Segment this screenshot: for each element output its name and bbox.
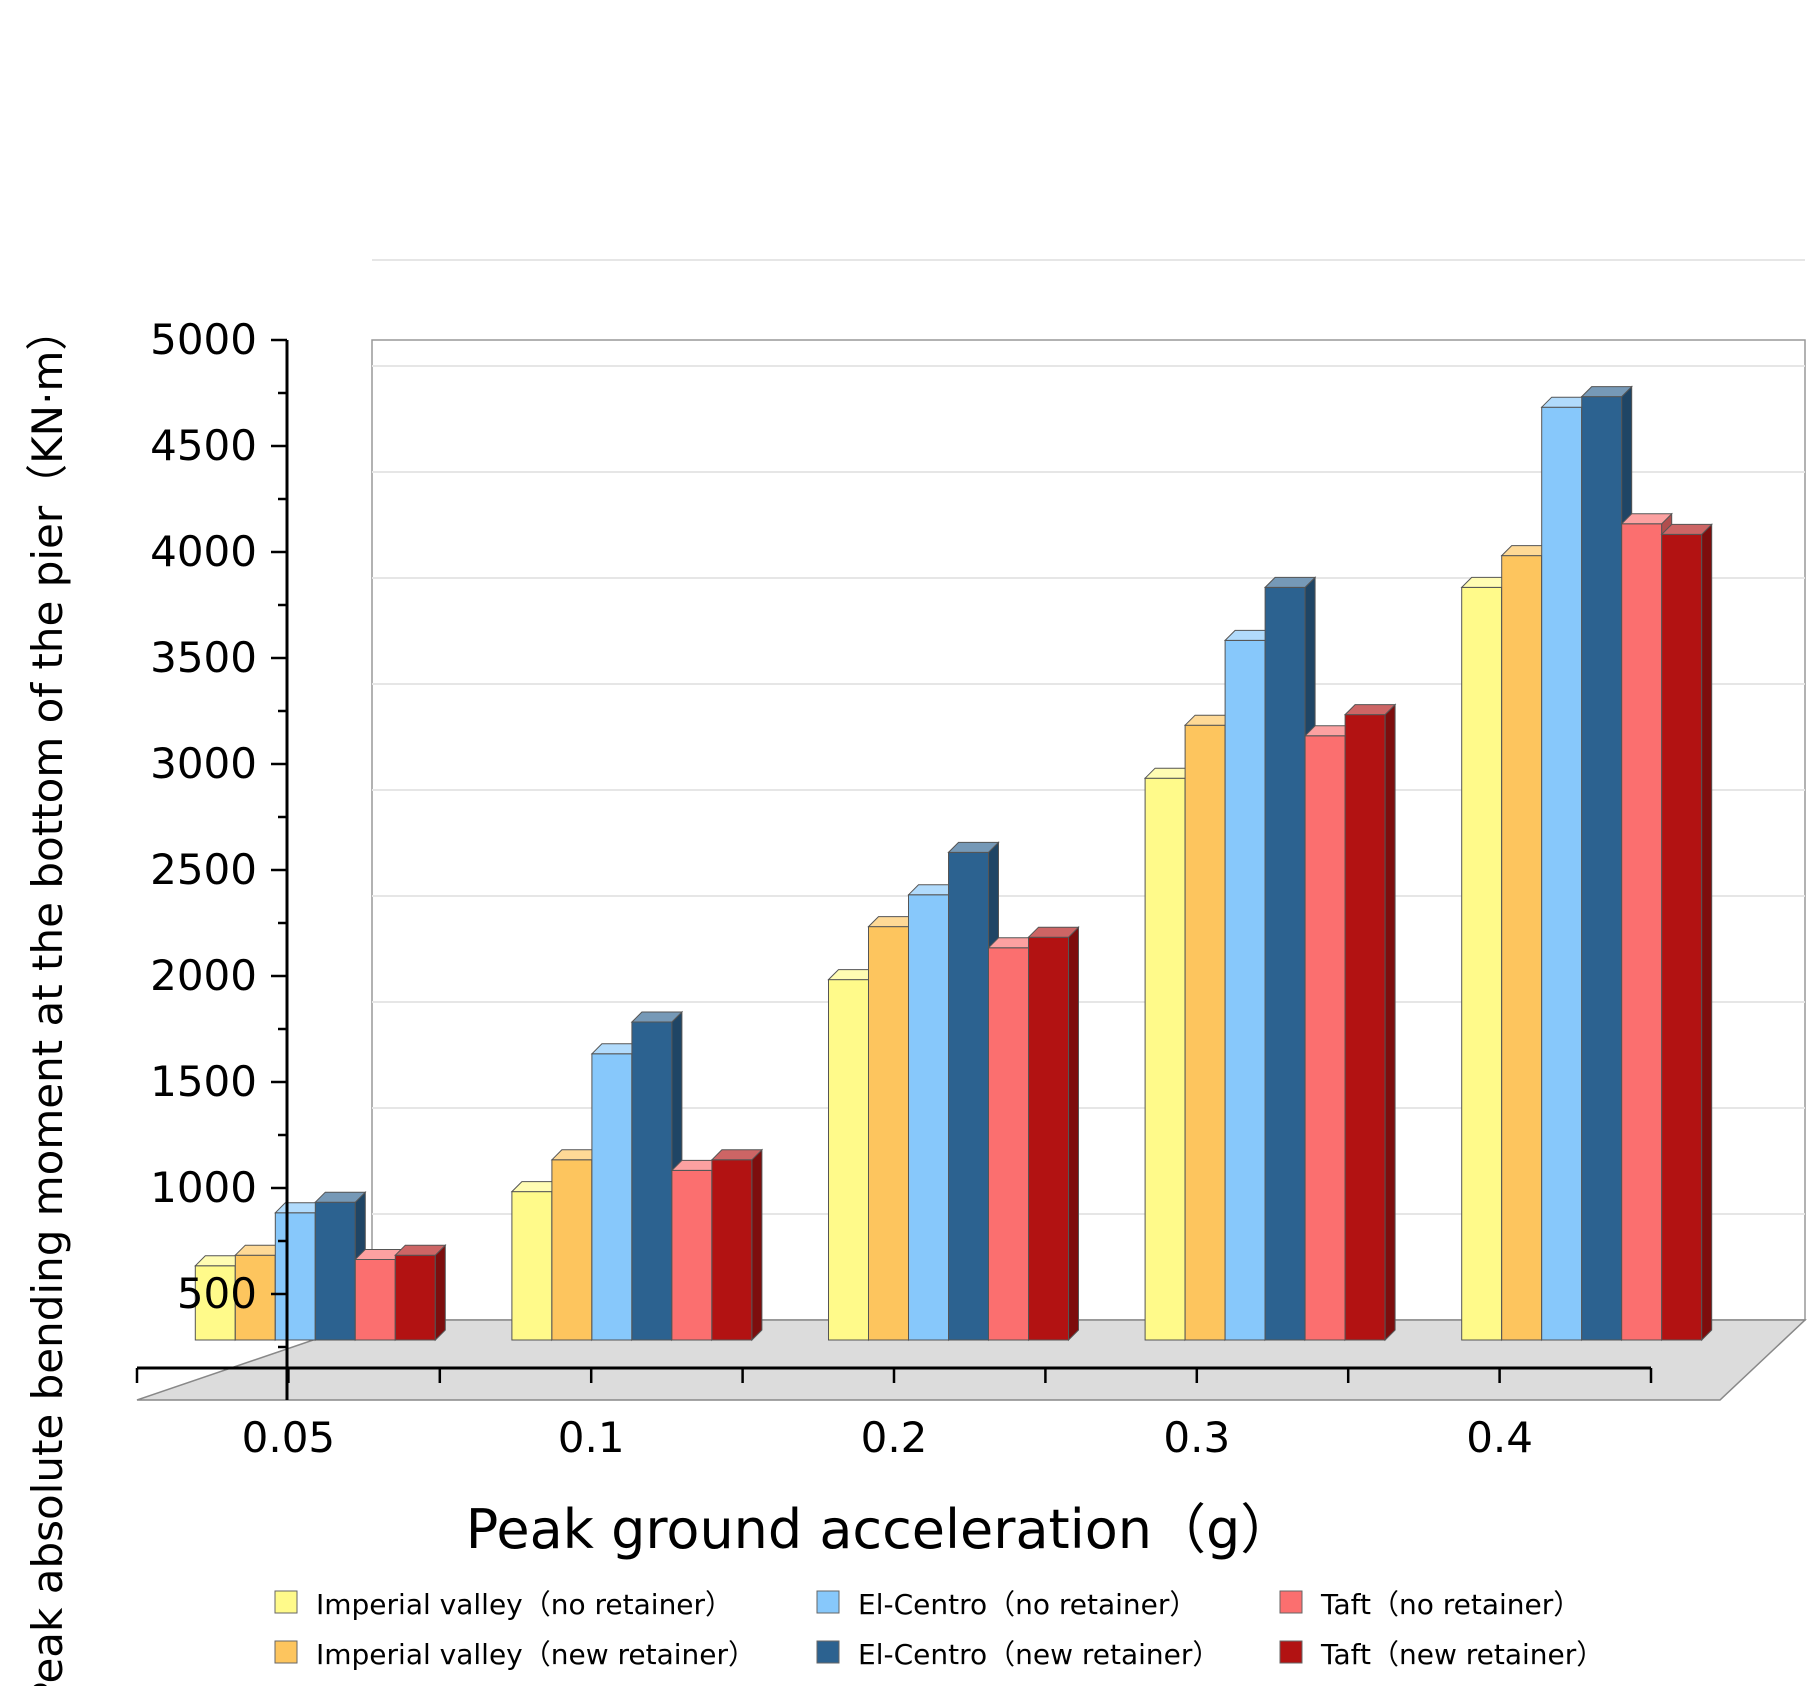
bar-front xyxy=(1304,735,1346,1341)
bar-front xyxy=(1224,639,1266,1341)
legend-swatch xyxy=(1279,1590,1303,1614)
bar-top xyxy=(1027,926,1080,938)
bar-top xyxy=(1343,704,1397,716)
x-tick-label: 0.2 xyxy=(861,1413,928,1462)
bar-front xyxy=(711,1159,753,1341)
bar-front xyxy=(908,894,949,1341)
x-tick-label: 0.4 xyxy=(1466,1413,1533,1462)
legend-swatch xyxy=(274,1590,298,1614)
bar-front xyxy=(1661,533,1703,1341)
bar-front xyxy=(1184,724,1226,1341)
bar-front xyxy=(988,947,1029,1341)
legend-label: Taft（no retainer） xyxy=(1320,1588,1581,1621)
y-tick-label: 4000 xyxy=(150,527,257,576)
legend-swatch xyxy=(816,1590,840,1614)
legend: Imperial valley（no retainer） El-Centro（no… xyxy=(274,1588,1604,1671)
bar-front xyxy=(1264,586,1306,1341)
bars xyxy=(194,385,1713,1342)
bar-front xyxy=(1344,714,1386,1341)
bar xyxy=(1027,925,1080,1342)
bar-front xyxy=(1541,406,1583,1341)
legend-item: El-Centro（new retainer） xyxy=(816,1638,1220,1671)
bar-top xyxy=(394,1244,447,1256)
legend-item: Taft（new retainer） xyxy=(1279,1638,1604,1671)
bar-front xyxy=(1028,936,1069,1341)
legend-item: Imperial valley（new retainer） xyxy=(274,1638,756,1671)
bar-top xyxy=(710,1149,764,1161)
bar-front xyxy=(1144,777,1186,1341)
x-axis: 0.05 0.1 0.2 0.3 0.4 xyxy=(135,1366,1653,1462)
bar-front xyxy=(1501,555,1543,1341)
bar-side xyxy=(751,1148,763,1342)
legend-label: El-Centro（new retainer） xyxy=(858,1638,1220,1671)
bar xyxy=(1660,523,1713,1342)
legend-swatch xyxy=(1279,1640,1303,1664)
legend-label: Imperial valley（no retainer） xyxy=(316,1588,733,1621)
bar xyxy=(394,1243,447,1342)
bar-side xyxy=(1384,703,1396,1342)
y-tick-label: 1500 xyxy=(150,1057,257,1106)
bar-front xyxy=(671,1169,713,1341)
x-axis-label: Peak ground acceleration（g） xyxy=(466,1498,1295,1561)
bar-front xyxy=(828,979,869,1341)
y-tick-label: 2000 xyxy=(150,951,257,1000)
y-tick-label: 3000 xyxy=(150,739,257,788)
x-tick-label: 0.1 xyxy=(558,1413,625,1462)
bar xyxy=(1343,703,1397,1342)
bar-front xyxy=(1621,523,1663,1341)
y-axis: 500 1000 1500 2000 2500 3000 3500 4000 4500 5000 xyxy=(150,315,289,1400)
bar-front xyxy=(591,1053,633,1341)
bar-side xyxy=(434,1243,446,1342)
bar-front xyxy=(394,1254,436,1341)
bar-front xyxy=(354,1258,396,1341)
legend-label: El-Centro（no retainer） xyxy=(858,1588,1197,1621)
x-tick-label: 0.3 xyxy=(1163,1413,1230,1462)
bar-front xyxy=(1461,586,1503,1341)
bar-top xyxy=(1580,386,1633,398)
bar-side xyxy=(1068,925,1079,1342)
legend-item: Imperial valley（no retainer） xyxy=(274,1588,733,1621)
bar-top xyxy=(1660,523,1713,535)
y-tick-label: 500 xyxy=(177,1269,257,1318)
y-axis-label: Peak absolute bending moment at the bott… xyxy=(23,309,72,1686)
bar-top xyxy=(1263,576,1317,588)
bar-top xyxy=(1620,513,1673,525)
legend-label: Taft（new retainer） xyxy=(1320,1638,1604,1671)
bar-front xyxy=(314,1201,356,1341)
bar-front xyxy=(511,1191,553,1341)
legend-item: El-Centro（no retainer） xyxy=(816,1588,1197,1621)
bar-front xyxy=(551,1159,593,1341)
bar-front xyxy=(1581,396,1623,1341)
bar-top xyxy=(314,1191,367,1203)
bar-top xyxy=(630,1011,684,1023)
bar-front xyxy=(274,1212,316,1341)
x-tick-label: 0.05 xyxy=(242,1413,336,1462)
legend-swatch xyxy=(274,1640,298,1664)
bar-front xyxy=(194,1265,236,1341)
y-tick-label: 1000 xyxy=(150,1163,257,1212)
bar-top xyxy=(947,841,1000,853)
y-tick-label: 2500 xyxy=(150,845,257,894)
y-tick-label: 5000 xyxy=(150,315,257,364)
bar-front xyxy=(631,1021,673,1341)
bar-front xyxy=(868,926,909,1341)
legend-item: Taft（no retainer） xyxy=(1279,1588,1581,1621)
y-tick-label: 4500 xyxy=(150,421,257,470)
bar xyxy=(710,1148,764,1342)
y-tick-label: 3500 xyxy=(150,633,257,682)
legend-label: Imperial valley（new retainer） xyxy=(316,1638,756,1671)
legend-swatch xyxy=(816,1640,840,1664)
bar-side xyxy=(1701,523,1713,1342)
bar-front xyxy=(948,851,989,1341)
